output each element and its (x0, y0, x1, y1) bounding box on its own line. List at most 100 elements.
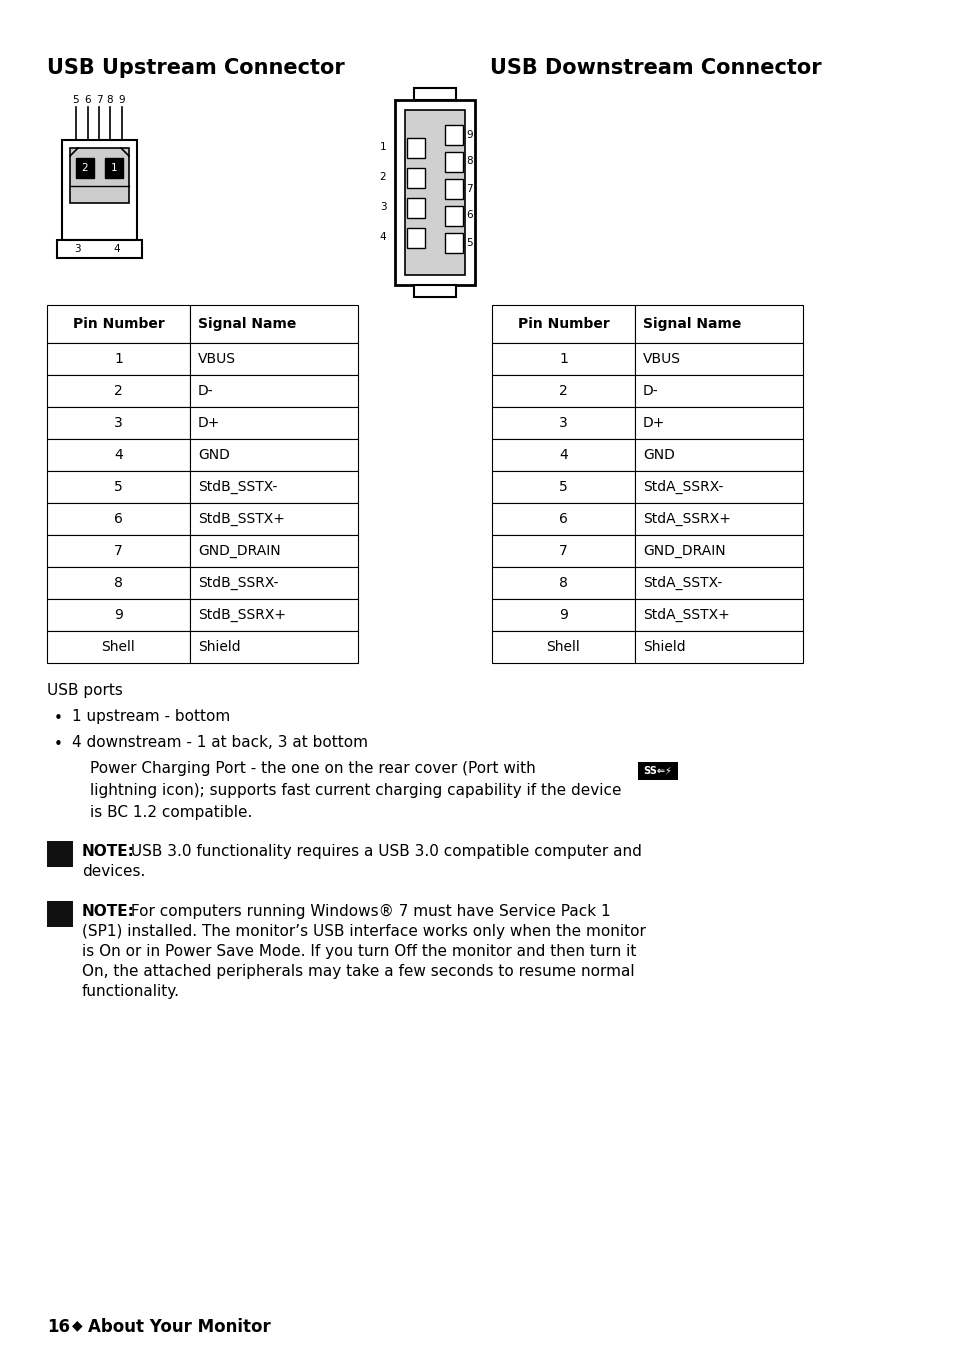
Text: USB Downstream Connector: USB Downstream Connector (490, 58, 821, 79)
Bar (47, 343, 190, 375)
Text: is BC 1.2 compatible.: is BC 1.2 compatible. (90, 806, 253, 821)
Text: Shell: Shell (546, 640, 579, 654)
Text: NOTE:: NOTE: (82, 844, 134, 858)
Bar (444, 152, 462, 172)
Bar (444, 206, 462, 226)
Text: 7: 7 (558, 544, 567, 558)
Text: GND_DRAIN: GND_DRAIN (642, 544, 725, 558)
Bar (638, 762, 678, 780)
Text: About Your Monitor: About Your Monitor (88, 1317, 271, 1336)
Bar (635, 535, 802, 567)
Text: Power Charging Port - the one on the rear cover (Port with: Power Charging Port - the one on the rea… (90, 761, 536, 776)
Text: 8: 8 (114, 575, 123, 590)
Text: 4 downstream - 1 at back, 3 at bottom: 4 downstream - 1 at back, 3 at bottom (71, 735, 368, 750)
Bar (492, 502, 635, 535)
Bar (190, 598, 357, 631)
Bar (635, 375, 802, 408)
Bar (444, 179, 462, 199)
Bar (635, 471, 802, 502)
Bar (492, 598, 635, 631)
Text: 1 upstream - bottom: 1 upstream - bottom (71, 709, 230, 724)
Text: NOTE:: NOTE: (82, 904, 134, 919)
Bar (635, 439, 802, 471)
Text: 7: 7 (114, 544, 123, 558)
Text: GND_DRAIN: GND_DRAIN (198, 544, 280, 558)
Text: functionality.: functionality. (82, 984, 180, 999)
Text: 2: 2 (558, 385, 567, 398)
Bar (57, 240, 142, 259)
Bar (492, 567, 635, 598)
Text: StdB_SSTX+: StdB_SSTX+ (198, 512, 285, 527)
Text: 5: 5 (114, 481, 123, 494)
Text: devices.: devices. (82, 864, 145, 879)
Text: 5: 5 (465, 237, 472, 248)
Bar (47, 408, 190, 439)
Bar (635, 408, 802, 439)
Bar (47, 502, 190, 535)
Bar (190, 408, 357, 439)
Text: 8: 8 (107, 95, 113, 106)
Text: VBUS: VBUS (642, 352, 680, 366)
Bar (635, 305, 802, 343)
Text: Pin Number: Pin Number (72, 317, 164, 330)
Bar (70, 148, 129, 203)
Text: D+: D+ (198, 416, 220, 431)
Text: GND: GND (198, 448, 230, 462)
Text: is On or in Power Save Mode. If you turn Off the monitor and then turn it: is On or in Power Save Mode. If you turn… (82, 944, 636, 959)
Bar (407, 168, 424, 187)
Text: 6: 6 (85, 95, 91, 106)
Text: 6: 6 (114, 512, 123, 525)
Text: •: • (53, 737, 62, 751)
Bar (492, 631, 635, 663)
Text: 3: 3 (114, 416, 123, 431)
Bar (407, 198, 424, 218)
Bar (47, 631, 190, 663)
Text: 3: 3 (558, 416, 567, 431)
Bar (47, 598, 190, 631)
Text: 9: 9 (465, 130, 472, 139)
Bar (47, 567, 190, 598)
Text: USB 3.0 functionality requires a USB 3.0 compatible computer and: USB 3.0 functionality requires a USB 3.0… (126, 844, 641, 858)
Bar (407, 227, 424, 248)
Text: StdA_SSRX+: StdA_SSRX+ (642, 512, 730, 527)
Text: 4: 4 (114, 448, 123, 462)
Bar (635, 567, 802, 598)
Text: USB Upstream Connector: USB Upstream Connector (47, 58, 344, 79)
Bar (492, 408, 635, 439)
Bar (47, 900, 73, 927)
Text: StdA_SSTX-: StdA_SSTX- (642, 575, 721, 590)
Bar (635, 631, 802, 663)
Bar (190, 305, 357, 343)
Text: 5: 5 (558, 481, 567, 494)
Text: 1: 1 (111, 162, 117, 173)
Text: 9: 9 (558, 608, 567, 621)
Bar (190, 375, 357, 408)
Text: 2: 2 (82, 162, 89, 173)
Text: 3: 3 (73, 244, 80, 255)
Text: D-: D- (198, 385, 213, 398)
Text: Signal Name: Signal Name (198, 317, 296, 330)
Text: 9: 9 (114, 608, 123, 621)
Bar (190, 535, 357, 567)
Text: 16: 16 (47, 1317, 70, 1336)
Text: 3: 3 (379, 203, 386, 213)
Bar (492, 375, 635, 408)
Bar (190, 439, 357, 471)
Text: 5: 5 (72, 95, 79, 106)
Text: •: • (53, 711, 62, 726)
Bar (47, 841, 73, 867)
Text: 2: 2 (379, 172, 386, 183)
Bar (492, 305, 635, 343)
Bar (62, 139, 137, 240)
Text: StdA_SSRX-: StdA_SSRX- (642, 479, 722, 494)
Text: 8: 8 (465, 157, 472, 167)
Text: 4: 4 (558, 448, 567, 462)
Text: 8: 8 (558, 575, 567, 590)
Text: For computers running Windows® 7 must have Service Pack 1: For computers running Windows® 7 must ha… (126, 904, 610, 919)
Text: StdB_SSRX+: StdB_SSRX+ (198, 608, 286, 621)
Bar (190, 502, 357, 535)
Bar (414, 88, 456, 100)
Text: On, the attached peripherals may take a few seconds to resume normal: On, the attached peripherals may take a … (82, 964, 634, 979)
Bar (190, 567, 357, 598)
Text: GND: GND (642, 448, 674, 462)
